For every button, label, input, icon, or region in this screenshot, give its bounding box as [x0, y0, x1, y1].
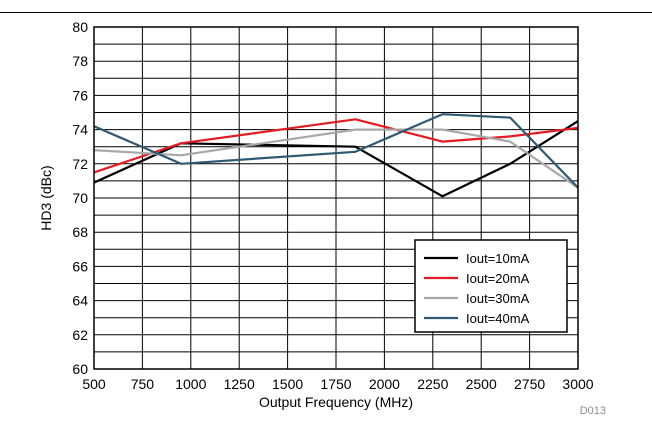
y-axis-title: HD3 (dBc) — [38, 165, 54, 230]
x-tick-label: 1250 — [224, 376, 255, 392]
series-line-iout-10ma — [93, 120, 579, 198]
y-tick-label: 66 — [72, 258, 88, 274]
plot-frame — [93, 26, 579, 370]
y-tick-label: 72 — [72, 156, 88, 172]
x-tick-label: 500 — [82, 376, 106, 392]
x-tick-label: 1500 — [272, 376, 303, 392]
series-layer — [93, 113, 579, 198]
y-tick-label: 68 — [72, 224, 88, 240]
y-tick-label: 60 — [72, 361, 88, 377]
y-tick-label: 62 — [72, 327, 88, 343]
x-axis-title: Output Frequency (MHz) — [259, 394, 413, 410]
x-tick-label: 2000 — [369, 376, 400, 392]
y-tick-label: 80 — [72, 19, 88, 35]
x-tick-label: 2750 — [514, 376, 545, 392]
legend-box — [414, 239, 568, 333]
y-tick-label: 64 — [72, 293, 88, 309]
top-divider — [0, 12, 652, 13]
legend-label: Iout=10mA — [466, 251, 530, 266]
x-tick-label: 1750 — [320, 376, 351, 392]
x-tick-label: 750 — [131, 376, 155, 392]
y-tick-label: 76 — [72, 87, 88, 103]
y-tick-label: 74 — [72, 122, 88, 138]
x-tick-label: 2250 — [417, 376, 448, 392]
y-tick-label: 78 — [72, 53, 88, 69]
legend-label: Iout=40mA — [466, 311, 530, 326]
x-tick-label: 2500 — [466, 376, 497, 392]
y-tick-label: 70 — [72, 190, 88, 206]
tick-labels: 500 750 1000 1250 1500 1750 2000 2250 2500 2750 30… — [72, 19, 593, 392]
legend-label: Iout=20mA — [466, 271, 530, 286]
legend-label: Iout=30mA — [466, 291, 530, 306]
legend: Iout=10mA Iout=20mA Iout=30mA Iout=40mA — [414, 239, 568, 333]
series-line-iout-40ma — [93, 113, 579, 189]
x-tick-label: 1000 — [175, 376, 206, 392]
figure-id: D013 — [580, 405, 606, 417]
series-line-iout-30ma — [93, 128, 579, 189]
x-tick-label: 3000 — [562, 376, 593, 392]
